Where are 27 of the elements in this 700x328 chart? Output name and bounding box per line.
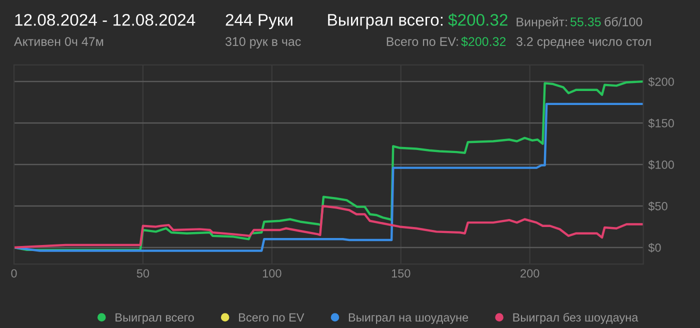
text: Выиграл всего: [328,14,442,30]
y-tick-label: $50 [648,202,668,212]
line-series [14,204,644,249]
text: бб/100 [604,17,642,26]
text: 310 рук в час [225,37,301,48]
text: 244 Руки [226,14,292,30]
x-tick-label: 150 [392,269,410,278]
y-tick-label: $0 [648,242,661,253]
legend-label: Выиграл всего [116,313,194,324]
x-tick-label: 200 [520,269,540,278]
text: 3.2 среднее число стол [516,37,651,48]
x-tick-label: 100 [262,269,282,278]
y-tick-label: $150 [648,118,674,128]
chart-title: 12.08.2024 - 12.08.2024 [15,14,196,26]
y-tick-label: $200 [648,77,674,87]
y-tick-label: $100 [648,160,674,170]
text: Винрейт: [516,17,567,29]
text: 55.35 [570,17,601,26]
legend-label: Всего по EV [239,313,304,322]
text: $200.32 [448,13,508,27]
x-tick-label: 0 [11,269,17,278]
text: $200.32 [461,36,506,47]
chart-subtitle: Активен 0ч 47м [14,37,104,46]
legend-label: Выиграл на шоудауне [348,313,468,324]
text: Всего по EV: [386,37,458,46]
legend-label: Выиграл без шоудауна [513,312,638,324]
x-tick-label: 50 [136,269,150,278]
